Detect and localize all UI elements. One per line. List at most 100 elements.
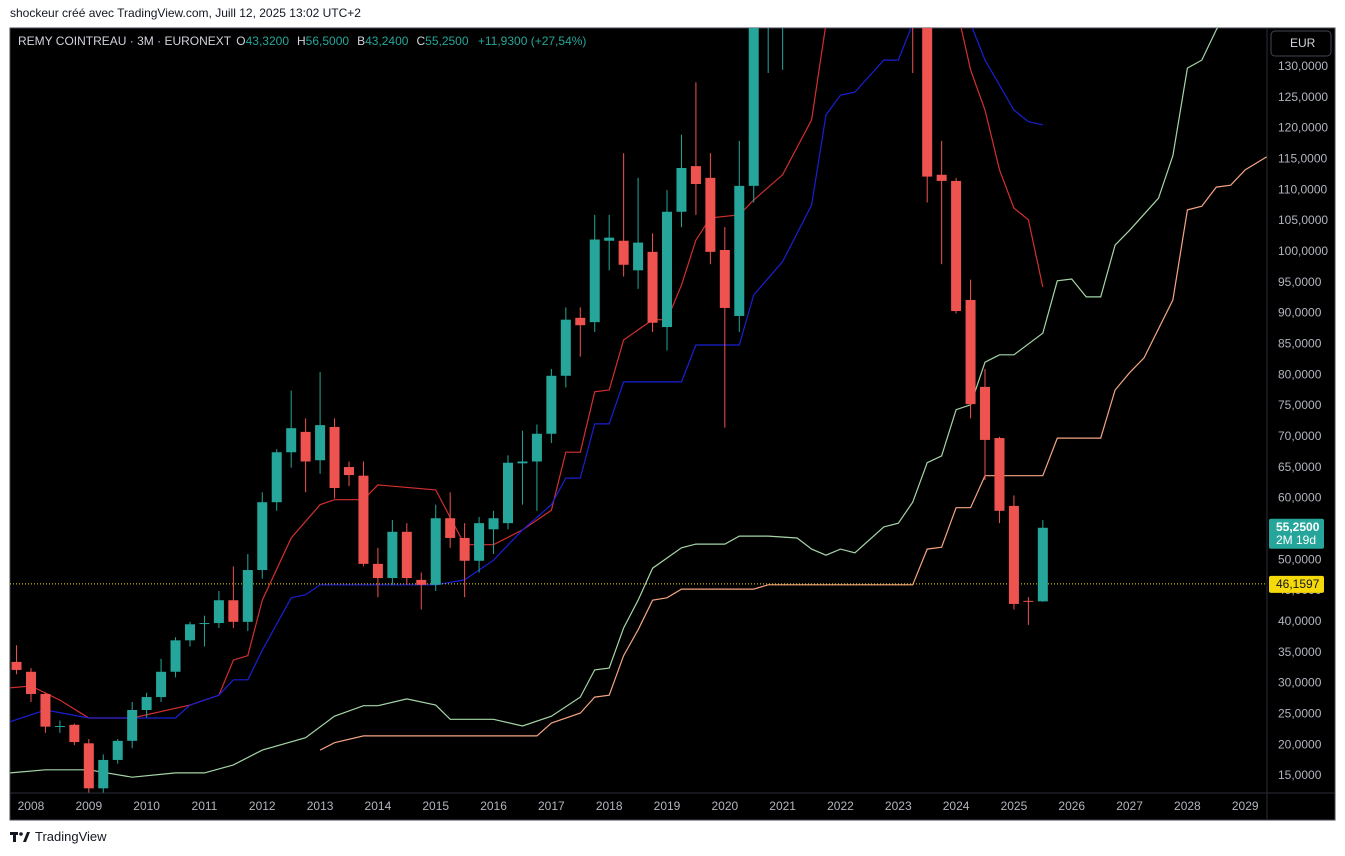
x-tick-label: 2012: [249, 799, 276, 813]
x-tick-label: 2026: [1058, 799, 1085, 813]
candle-body: [604, 237, 615, 241]
y-tick-label: 110,0000: [1278, 182, 1327, 196]
candle-body: [1023, 600, 1034, 602]
brand-name: TradingView: [35, 829, 107, 844]
candle-body: [531, 433, 542, 462]
candle-body: [690, 166, 701, 185]
legend-items: O43,3200 H56,5000 B43,2400 C55,2500: [234, 34, 474, 48]
x-tick-label: 2010: [133, 799, 160, 813]
candle-body: [329, 426, 340, 489]
candle-body: [936, 174, 947, 181]
indicator-line: [10, 28, 1043, 723]
y-tick-label: 85,0000: [1278, 337, 1322, 351]
y-tick-label: 60,0000: [1278, 491, 1322, 505]
brand-logo: [10, 831, 30, 842]
x-tick-label: 2029: [1232, 799, 1259, 813]
legend-change: +11,9300 (+27,54%): [477, 34, 587, 48]
price-line-marker: [1269, 575, 1324, 593]
candle-body: [343, 467, 354, 476]
y-tick-label: 95,0000: [1278, 275, 1322, 289]
y-tick-label: 90,0000: [1278, 306, 1322, 320]
candle-body: [994, 438, 1005, 511]
candle-body: [662, 211, 673, 328]
candle-body: [69, 724, 80, 743]
candle-body: [676, 167, 687, 212]
candle-body: [257, 502, 268, 571]
candle-body: [242, 570, 253, 622]
candle-body: [546, 375, 557, 434]
legend-symbol: REMY COINTREAU · 3M · EURONEXT: [18, 34, 231, 48]
x-tick-label: 2025: [1001, 799, 1028, 813]
candle-body: [748, 28, 759, 186]
y-tick-label: 50,0000: [1278, 552, 1322, 566]
indicator-line: [319, 156, 1267, 751]
candle-body: [387, 531, 398, 579]
candle-body: [40, 693, 51, 727]
candle-body: [315, 425, 326, 461]
candle-body: [25, 671, 36, 694]
candle-body: [980, 386, 991, 440]
legend-label: B: [357, 34, 366, 48]
candle-body: [11, 661, 22, 670]
indicator-line: [10, 28, 1219, 778]
candle-body: [213, 600, 224, 624]
candle-body: [170, 640, 181, 672]
candle-body: [98, 759, 109, 789]
currency-button[interactable]: [1270, 30, 1332, 57]
legend: REMY COINTREAU · 3M · EURONEXT O43,3200 H…: [18, 34, 592, 48]
y-tick-label: 115,0000: [1278, 152, 1327, 166]
legend-value: 56,5000: [305, 34, 350, 48]
chart-background: [9, 27, 1336, 821]
candle-body: [372, 563, 383, 579]
candle-body: [127, 710, 138, 741]
candle-body: [734, 185, 745, 316]
y-tick-label: 105,0000: [1278, 213, 1328, 227]
candle-body: [474, 523, 485, 561]
candle-body: [488, 518, 499, 530]
x-tick-label: 2023: [885, 799, 912, 813]
y-tick-label: 100,0000: [1278, 244, 1328, 258]
countdown-label: 2M 19d: [1276, 533, 1316, 547]
candle-body: [156, 671, 167, 698]
y-tick-label: 120,0000: [1278, 121, 1328, 135]
candle-body: [430, 518, 441, 585]
candle-body: [401, 531, 412, 579]
plot-area: [10, 28, 1267, 793]
legend-label: C: [416, 34, 426, 48]
y-tick-label: 15,0000: [1278, 768, 1322, 782]
x-tick-label: 2024: [943, 799, 970, 813]
y-tick-label: 35,0000: [1278, 645, 1322, 659]
x-tick-label: 2017: [538, 799, 565, 813]
candle-body: [503, 462, 514, 524]
y-tick-label: 125,0000: [1278, 90, 1328, 104]
candle-body: [300, 431, 311, 462]
candle-body: [633, 242, 644, 271]
price-line-label: 46,1597: [1276, 577, 1320, 591]
currency-label: EUR: [1290, 36, 1316, 50]
candle-body: [719, 249, 730, 308]
legend-value: 55,2500: [425, 34, 469, 48]
candle-body: [965, 299, 976, 405]
x-tick-label: 2028: [1174, 799, 1201, 813]
candle-body: [647, 251, 658, 323]
candle-body: [951, 180, 962, 312]
candle-body: [141, 697, 152, 711]
legend-value: 43,3200: [245, 34, 289, 48]
legend-label: H: [297, 34, 306, 48]
candle-body: [618, 240, 629, 265]
y-tick-label: 65,0000: [1278, 460, 1322, 474]
x-tick-label: 2008: [18, 799, 45, 813]
legend-label: O: [236, 34, 246, 48]
y-tick-label: 70,0000: [1278, 429, 1322, 443]
candle-body: [1037, 527, 1048, 602]
y-tick-label: 40,0000: [1278, 614, 1322, 628]
y-tick-label: 20,0000: [1278, 737, 1322, 751]
x-tick-label: 2014: [365, 799, 392, 813]
candle-body: [184, 624, 195, 641]
candle-body: [575, 317, 586, 326]
candle-body: [199, 623, 210, 625]
legend-value: 43,2400: [365, 34, 409, 48]
x-tick-label: 2015: [422, 799, 449, 813]
